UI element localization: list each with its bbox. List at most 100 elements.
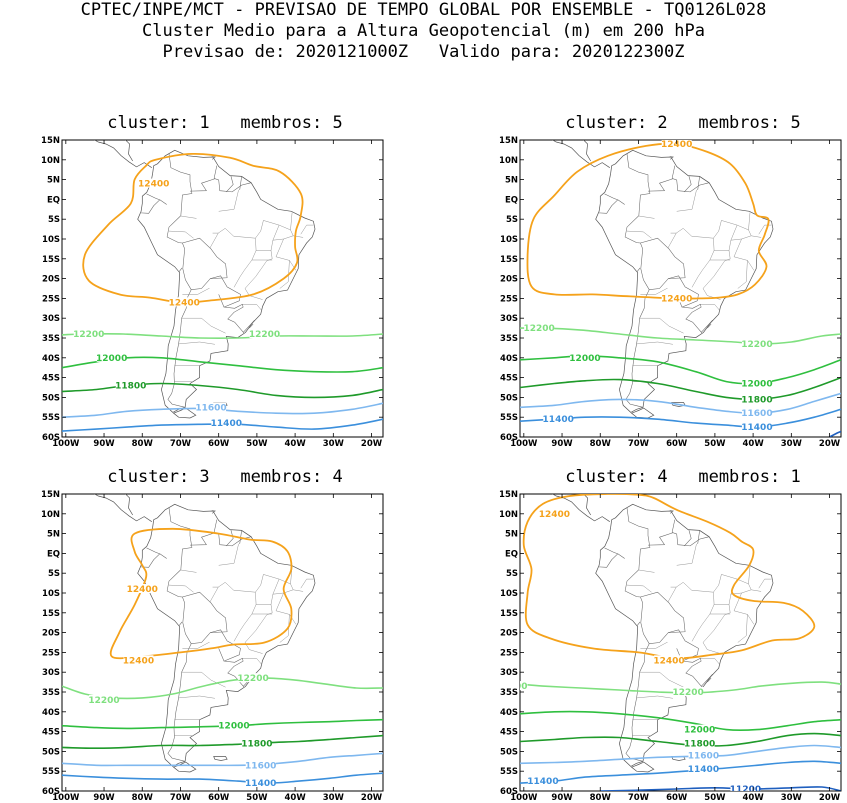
contour-label: 12400	[138, 180, 169, 190]
contour-12400	[526, 142, 770, 300]
country-border	[168, 507, 193, 571]
contour-label-bg	[741, 338, 772, 348]
contour-label: 12400	[653, 656, 684, 666]
lon-label: 60W	[208, 793, 230, 803]
lat-label: 45S	[42, 728, 60, 738]
lat-label: 40S	[42, 354, 60, 364]
country-border	[624, 215, 641, 244]
contour-label: 12400	[123, 656, 154, 666]
state-border	[290, 212, 293, 230]
country-border	[636, 621, 641, 627]
state-border	[748, 212, 751, 230]
country-border	[671, 165, 709, 193]
contour-label-bg	[539, 508, 570, 518]
country-border	[239, 176, 242, 190]
lon-label: 50W	[246, 793, 268, 803]
contour-label-bg	[543, 414, 574, 424]
state-border	[255, 250, 273, 277]
country-border	[226, 175, 234, 193]
state-border	[244, 276, 263, 300]
island	[707, 323, 712, 329]
state-border	[255, 220, 264, 239]
country-border	[697, 530, 700, 544]
lat-label: 5N	[505, 530, 518, 540]
contour-label-bg	[218, 720, 249, 730]
state-border	[255, 604, 273, 631]
contour-label-bg	[169, 297, 200, 307]
country-border	[682, 303, 703, 334]
country-border	[226, 529, 234, 547]
lat-label: EQ	[505, 549, 518, 559]
contour-label: 12400	[661, 294, 692, 304]
lon-label: 100W	[510, 439, 538, 449]
contour-label-bg	[684, 724, 715, 734]
lat-label: 20S	[42, 275, 60, 285]
lat-label: 15N	[499, 490, 518, 500]
contour-label: 12200	[73, 330, 104, 340]
state-border	[244, 630, 263, 654]
contour-label: 11400	[527, 777, 558, 787]
state-border	[212, 228, 234, 237]
contour-label: 12400	[127, 585, 158, 595]
contour-label-bg	[741, 408, 772, 418]
contour-label-bg	[196, 402, 227, 412]
state-border	[300, 224, 314, 235]
contour-12200	[520, 327, 841, 345]
lon-label: 20W	[819, 793, 841, 803]
lat-label: 10N	[499, 156, 518, 166]
lat-label: 40S	[42, 708, 60, 718]
lon-label: 50W	[704, 439, 726, 449]
island	[243, 319, 255, 333]
contour-11400	[62, 772, 383, 784]
contour-label: 12000	[741, 380, 772, 390]
contour-label-bg	[238, 673, 269, 683]
country-border	[668, 275, 699, 308]
lon-label: 70W	[170, 793, 192, 803]
state-border	[300, 578, 314, 589]
country-border	[626, 153, 651, 217]
state-border	[636, 341, 673, 345]
contour-label-bg	[115, 380, 146, 390]
contour-12400	[82, 152, 304, 304]
contour-11800	[520, 376, 841, 401]
lon-label: 40W	[284, 793, 306, 803]
state-border	[638, 569, 655, 573]
contour-label: 12200	[88, 696, 119, 706]
country-border	[210, 275, 241, 308]
tierra-del-fuego	[172, 407, 197, 419]
state-border	[733, 238, 755, 271]
contour-label: 11800	[684, 739, 715, 749]
country-border	[178, 621, 183, 627]
lat-label: 15S	[42, 609, 60, 619]
country-border	[604, 193, 625, 205]
coastline	[595, 503, 774, 767]
map-frame	[519, 139, 842, 438]
lat-label: 40S	[500, 708, 518, 718]
contour-label: 12400	[169, 298, 200, 308]
contour-label-bg	[741, 422, 772, 432]
contour-label: 12200	[672, 688, 703, 698]
contour-label: 12000	[96, 354, 127, 364]
contour-label: 12200	[523, 324, 554, 334]
lon-label: 70W	[628, 439, 650, 449]
lon-label: 30W	[781, 439, 803, 449]
lat-label: 30S	[500, 668, 518, 678]
central-america-coast	[108, 494, 134, 516]
country-border	[168, 153, 193, 217]
island	[649, 481, 655, 483]
lon-label: 90W	[93, 439, 115, 449]
state-border	[263, 220, 280, 251]
country-border	[684, 529, 692, 547]
state-border	[640, 641, 668, 649]
contour-label: 12200	[741, 340, 772, 350]
lat-label: 35S	[42, 688, 60, 698]
contour-label-bg	[245, 760, 276, 770]
state-border	[737, 614, 748, 643]
contour-label: 12000	[569, 354, 600, 364]
central-america-coast	[566, 140, 592, 162]
contour-label-bg	[241, 738, 272, 748]
contour-label-bg	[661, 293, 692, 303]
contour-label: 12000	[218, 722, 249, 732]
lon-label: 50W	[246, 439, 268, 449]
central-america-coast	[94, 140, 152, 168]
